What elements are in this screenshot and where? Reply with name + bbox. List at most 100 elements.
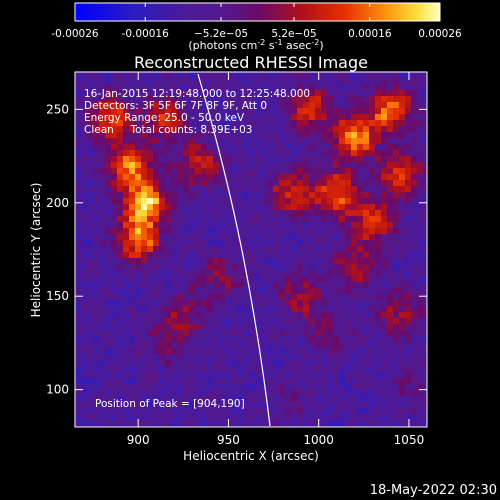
heatmap-cell — [219, 294, 226, 301]
heatmap-cell — [387, 312, 394, 319]
heatmap-cell — [225, 96, 232, 103]
heatmap-cell — [135, 306, 142, 313]
heatmap-cell — [219, 246, 226, 253]
heatmap-cell — [417, 294, 424, 301]
heatmap-cell — [327, 198, 334, 205]
heatmap-cell — [141, 402, 148, 409]
heatmap-cell — [81, 168, 88, 175]
heatmap-cell — [309, 270, 316, 277]
heatmap-cell — [189, 162, 196, 169]
heatmap-cell — [213, 246, 220, 253]
heatmap-cell — [249, 234, 256, 241]
heatmap-cell — [297, 258, 304, 265]
heatmap-cell — [405, 204, 412, 211]
heatmap-cell — [81, 234, 88, 241]
heatmap-cell — [105, 234, 112, 241]
heatmap-cell — [387, 330, 394, 337]
heatmap-cell — [387, 240, 394, 247]
heatmap-cell — [327, 390, 334, 397]
heatmap-cell — [231, 252, 238, 259]
heatmap-cell — [297, 240, 304, 247]
heatmap-cell — [87, 156, 94, 163]
heatmap-cell — [99, 102, 106, 109]
heatmap-cell — [183, 210, 190, 217]
heatmap-cell — [153, 150, 160, 157]
heatmap-cell — [243, 204, 250, 211]
heatmap-cell — [207, 402, 214, 409]
heatmap-cell — [309, 294, 316, 301]
heatmap-cell — [291, 384, 298, 391]
heatmap-cell — [93, 318, 100, 325]
heatmap-cell — [141, 324, 148, 331]
heatmap-cell — [351, 372, 358, 379]
heatmap-cell — [243, 240, 250, 247]
heatmap-cell — [117, 270, 124, 277]
heatmap-cell — [87, 162, 94, 169]
heatmap-cell — [189, 132, 196, 139]
heatmap-cell — [201, 240, 208, 247]
heatmap-cell — [237, 228, 244, 235]
heatmap-cell — [177, 306, 184, 313]
heatmap-cell — [393, 198, 400, 205]
heatmap-cell — [381, 240, 388, 247]
heatmap-cell — [321, 300, 328, 307]
heatmap-cell — [189, 264, 196, 271]
heatmap-cell — [321, 120, 328, 127]
heatmap-cell — [237, 168, 244, 175]
heatmap-cell — [81, 288, 88, 295]
heatmap-cell — [285, 222, 292, 229]
heatmap-cell — [117, 102, 124, 109]
heatmap-cell — [321, 354, 328, 361]
heatmap-cell — [189, 240, 196, 247]
heatmap-cell — [75, 384, 82, 391]
heatmap-cell — [297, 84, 304, 91]
heatmap-cell — [165, 360, 172, 367]
heatmap-cell — [231, 174, 238, 181]
heatmap-cell — [207, 180, 214, 187]
heatmap-cell — [81, 360, 88, 367]
heatmap-cell — [135, 300, 142, 307]
heatmap-cell — [129, 102, 136, 109]
heatmap-cell — [159, 222, 166, 229]
heatmap-cell — [327, 294, 334, 301]
heatmap-cell — [249, 96, 256, 103]
heatmap-cell — [393, 168, 400, 175]
heatmap-cell — [255, 222, 262, 229]
heatmap-cell — [243, 90, 250, 97]
heatmap-cell — [315, 114, 322, 121]
heatmap-cell — [141, 282, 148, 289]
heatmap-cell — [213, 282, 220, 289]
heatmap-cell — [339, 288, 346, 295]
heatmap-cell — [351, 90, 358, 97]
heatmap-cell — [381, 78, 388, 85]
heatmap-cell — [387, 258, 394, 265]
heatmap-cell — [255, 372, 262, 379]
heatmap-cell — [303, 192, 310, 199]
heatmap-cell — [201, 330, 208, 337]
heatmap-cell — [207, 246, 214, 253]
heatmap-cell — [243, 138, 250, 145]
heatmap-cell — [381, 312, 388, 319]
heatmap-cell — [123, 162, 130, 169]
heatmap-cell — [165, 240, 172, 247]
heatmap-cell — [105, 384, 112, 391]
heatmap-cell — [147, 396, 154, 403]
heatmap-cell — [351, 408, 358, 415]
heatmap-cell — [141, 318, 148, 325]
heatmap-cell — [195, 390, 202, 397]
heatmap-cell — [99, 252, 106, 259]
heatmap-cell — [231, 246, 238, 253]
heatmap-cell — [285, 198, 292, 205]
heatmap-cell — [405, 114, 412, 121]
heatmap-cell — [249, 144, 256, 151]
heatmap-cell — [123, 408, 130, 415]
heatmap-cell — [375, 132, 382, 139]
heatmap-cell — [411, 348, 418, 355]
heatmap-cell — [363, 372, 370, 379]
heatmap-cell — [201, 114, 208, 121]
heatmap-cell — [297, 324, 304, 331]
heatmap-cell — [273, 198, 280, 205]
heatmap-cell — [291, 246, 298, 253]
heatmap-cell — [189, 186, 196, 193]
heatmap-cell — [159, 306, 166, 313]
